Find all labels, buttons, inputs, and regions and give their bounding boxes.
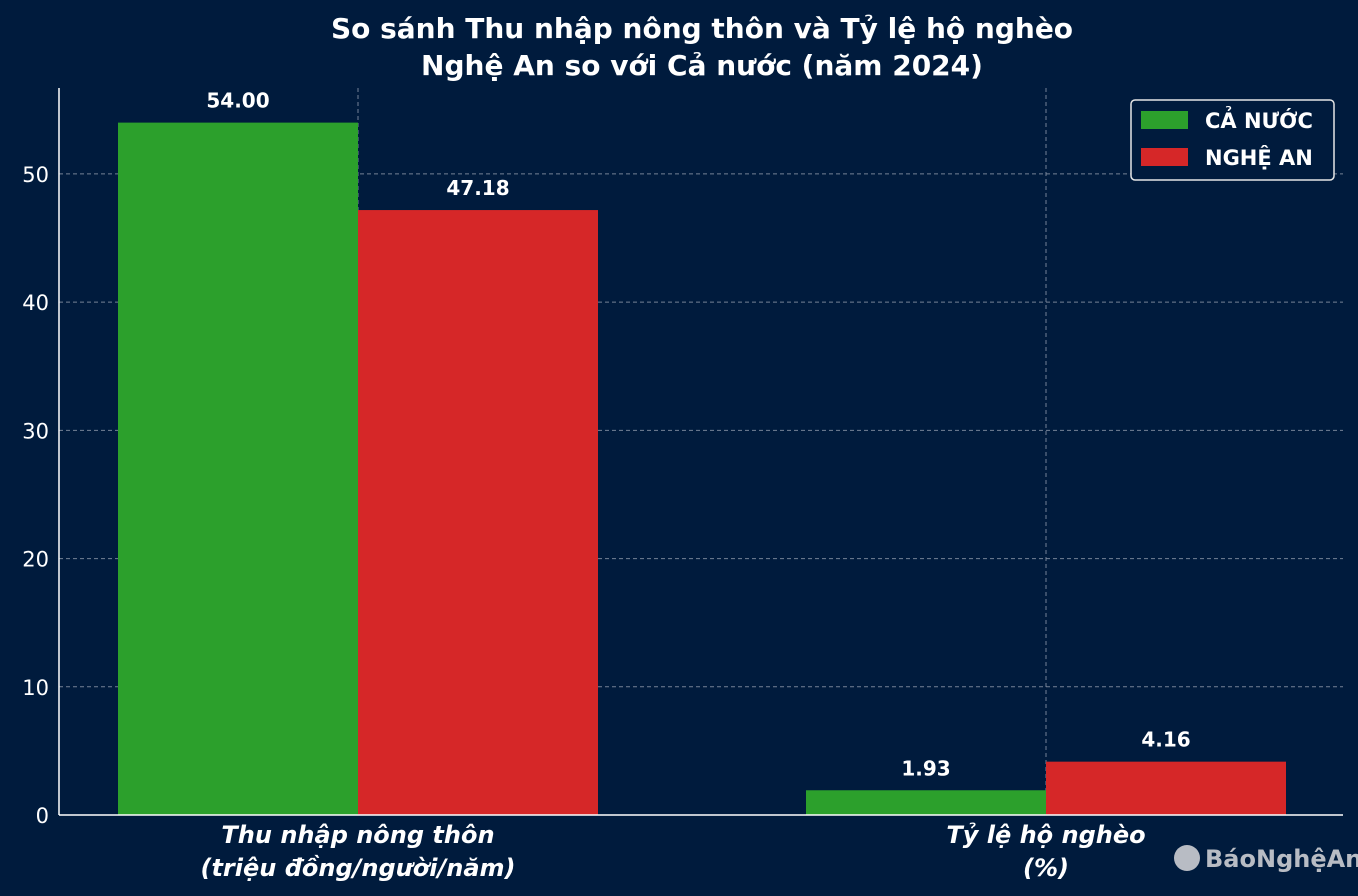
chart-title-line: Nghệ An so với Cả nước (năm 2024) [421,49,983,82]
chart-title-line: So sánh Thu nhập nông thôn và Tỷ lệ hộ n… [331,12,1073,45]
y-tick-label: 10 [22,676,49,700]
bars [118,122,1286,816]
legend-swatch [1141,148,1188,166]
data-label: 54.00 [206,89,269,113]
chart-title: So sánh Thu nhập nông thôn và Tỷ lệ hộ n… [331,12,1073,82]
legend-label: NGHỆ AN [1205,144,1313,170]
bar-ca-nuoc-1 [806,790,1046,815]
watermark-text: BáoNghệAn [1205,845,1358,873]
x-tick-label: Tỷ lệ hộ nghèo [946,821,1145,849]
y-tick-label: 40 [22,291,49,315]
watermark-logo-icon [1174,845,1200,871]
y-tick-label: 30 [22,419,49,443]
x-axis-ticks: Thu nhập nông thôn (triệu đồng/người/năm)… [200,821,1145,882]
data-label: 4.16 [1141,728,1190,752]
x-tick-label: Thu nhập nông thôn [221,821,494,849]
legend-swatch [1141,111,1188,129]
y-axis-ticks: 0 10 20 30 40 50 [22,163,49,828]
bar-ca-nuoc-0 [118,122,358,816]
bar-nghe-an-0 [358,210,598,815]
y-tick-label: 20 [22,548,49,572]
data-label: 1.93 [901,756,950,780]
data-labels: 54.00 1.93 47.18 4.16 [206,89,1190,781]
y-tick-label: 0 [36,804,49,828]
x-tick-label: (%) [1023,854,1069,882]
data-label: 47.18 [446,176,509,200]
watermark: BáoNghệAn [1174,845,1358,873]
x-tick-label: (triệu đồng/người/năm) [200,853,515,882]
legend: CẢ NƯỚC NGHỆ AN [1130,99,1335,181]
bar-nghe-an-1 [1046,761,1286,815]
legend-label: CẢ NƯỚC [1205,106,1313,133]
y-tick-label: 50 [22,163,49,187]
